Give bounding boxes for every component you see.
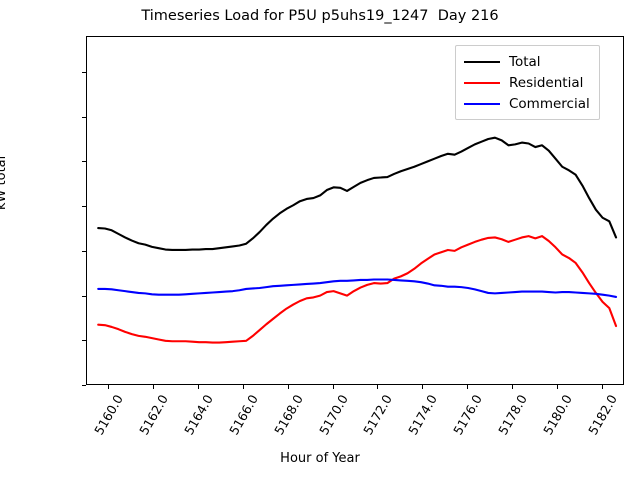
series-canvas — [97, 136, 618, 344]
legend-swatch-icon — [464, 102, 500, 105]
x-tick-mark — [467, 385, 469, 389]
series-line-commercial — [97, 278, 618, 299]
legend-item-residential[interactable]: Residential — [464, 72, 590, 93]
y-axis-label: kW total — [0, 155, 9, 210]
legend-item-total[interactable]: Total — [464, 51, 590, 72]
y-tick-mark — [82, 340, 86, 342]
x-tick-mark — [153, 385, 155, 389]
x-tick-mark — [422, 385, 424, 389]
legend-swatch-icon — [464, 60, 500, 63]
legend-label: Total — [509, 53, 541, 70]
y-tick-mark — [82, 250, 86, 252]
x-tick-mark — [332, 385, 334, 389]
y-tick-mark — [82, 295, 86, 297]
x-tick-mark — [287, 385, 289, 389]
x-tick-mark — [108, 385, 110, 389]
series-line-residential — [97, 235, 618, 344]
x-tick-mark — [511, 385, 513, 389]
legend-item-commercial[interactable]: Commercial — [464, 93, 590, 114]
chart-legend: Total Residential Commercial — [455, 45, 600, 120]
y-tick-mark — [82, 206, 86, 208]
x-tick-mark — [601, 385, 603, 389]
legend-swatch-icon — [464, 81, 500, 84]
x-tick-mark — [242, 385, 244, 389]
x-tick-mark — [198, 385, 200, 389]
y-tick-mark — [82, 161, 86, 163]
y-tick-mark — [82, 385, 86, 386]
chart-title: Timeseries Load for P5U p5uhs19_1247 Day… — [141, 8, 499, 24]
legend-label: Residential — [509, 74, 584, 91]
x-tick-mark — [377, 385, 379, 389]
x-tick-mark — [556, 385, 558, 389]
x-axis-label: Hour of Year — [280, 451, 360, 466]
y-tick-mark — [82, 71, 86, 73]
y-tick-mark — [82, 116, 86, 118]
legend-label: Commercial — [509, 95, 590, 112]
series-line-total — [97, 136, 618, 252]
